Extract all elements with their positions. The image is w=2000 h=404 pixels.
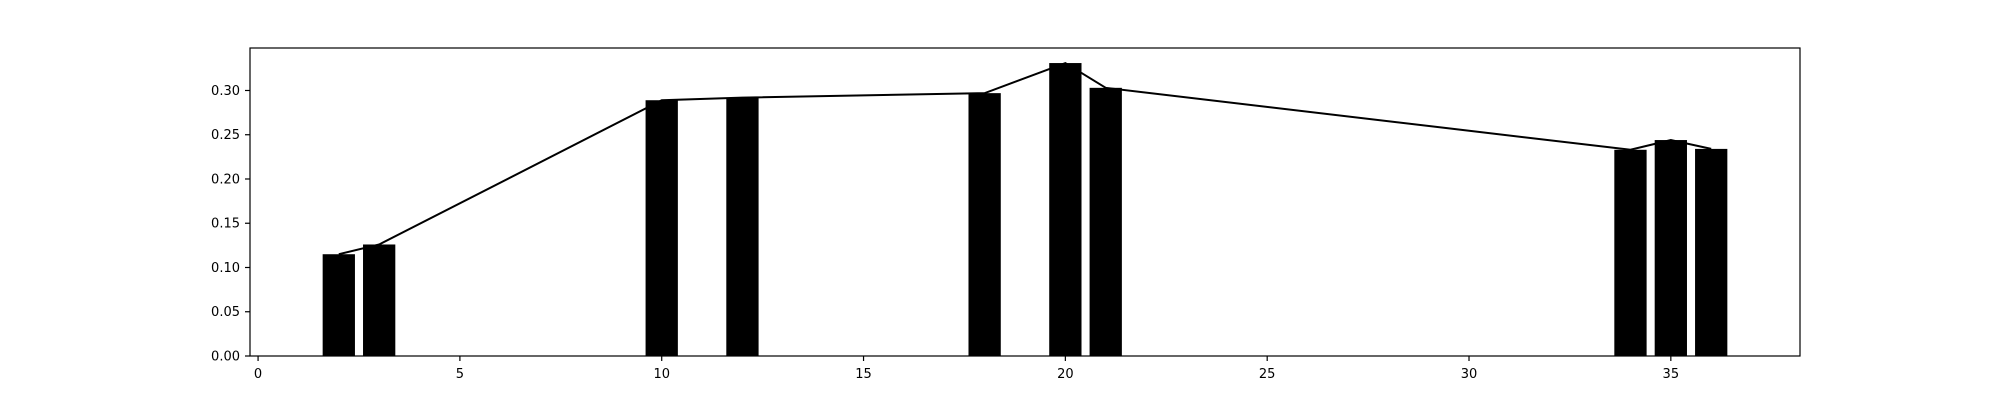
x-tick-label-30: 30 bbox=[1461, 367, 1478, 382]
bar-12 bbox=[726, 97, 759, 356]
y-tick-label-0: 0.00 bbox=[211, 350, 240, 365]
y-tick-label-6: 0.30 bbox=[211, 84, 240, 99]
series-line bbox=[338, 61, 1712, 256]
x-tick-label-10: 10 bbox=[653, 367, 670, 382]
y-tick-label-1: 0.05 bbox=[211, 305, 240, 320]
y-tick-label-3: 0.15 bbox=[211, 217, 240, 232]
x-tick-label-35: 35 bbox=[1663, 367, 1680, 382]
x-tick-label-15: 15 bbox=[855, 367, 872, 382]
bar-34 bbox=[1614, 149, 1647, 356]
x-tick-label-20: 20 bbox=[1057, 367, 1074, 382]
bar-35 bbox=[1654, 140, 1687, 356]
y-tick-label-5: 0.25 bbox=[211, 128, 240, 143]
x-tick-label-25: 25 bbox=[1259, 367, 1276, 382]
bar-10 bbox=[645, 100, 678, 357]
bars-layer bbox=[322, 63, 1728, 357]
x-tick-label-5: 5 bbox=[456, 367, 464, 382]
bar-18 bbox=[968, 93, 1001, 356]
x-tick-label-0: 0 bbox=[254, 367, 262, 382]
bar-2 bbox=[322, 254, 355, 356]
line-layer bbox=[338, 61, 1712, 256]
plot-frame bbox=[249, 47, 1801, 357]
bar-3 bbox=[363, 244, 396, 356]
axes-layer: 0 5 10 15 20 25 30 35 0.00 0.05 0.10 0.15 0.20 0.25 0.… bbox=[211, 47, 1801, 382]
bar-20 bbox=[1049, 63, 1082, 356]
bar-36 bbox=[1695, 148, 1728, 356]
bar-21 bbox=[1089, 87, 1122, 357]
y-tick-label-2: 0.10 bbox=[211, 261, 240, 276]
y-tick-label-4: 0.20 bbox=[211, 172, 240, 187]
